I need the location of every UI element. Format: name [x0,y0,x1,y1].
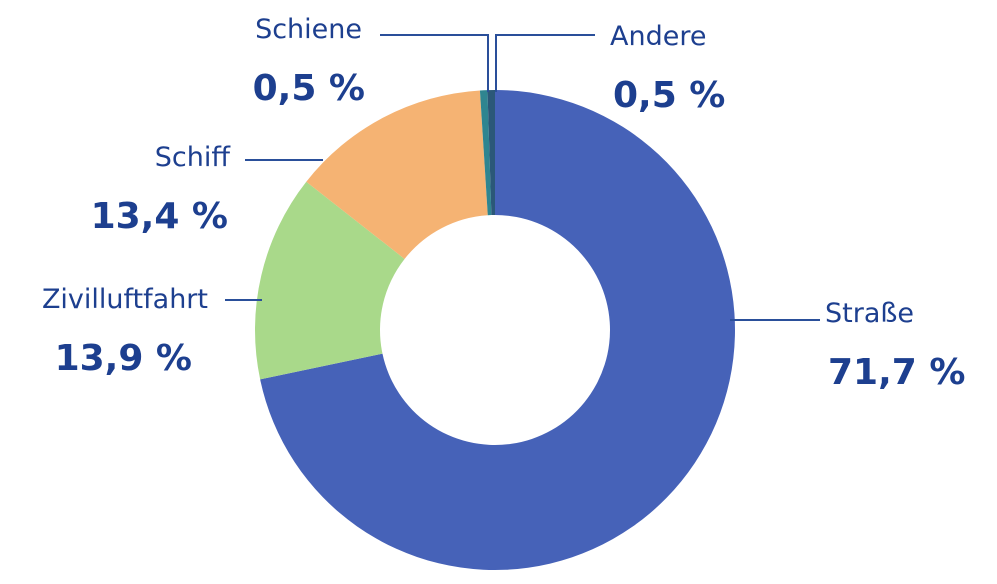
donut [255,90,735,570]
segment-name: Schiene [255,14,362,45]
leader-line [495,34,595,92]
segment-value-label: 13,4 % [91,196,228,237]
donut-segment [487,90,495,216]
segment-value-label: 13,9 % [55,338,192,379]
segment-value-label: 0,5 % [613,75,725,116]
segment-value-label: 71,7 % [828,352,965,393]
donut-segment [306,90,488,259]
donut-segment [479,90,492,216]
segment-name: Schiff [155,142,232,173]
segment-name: Straße [825,298,914,329]
donut-segment [255,181,405,380]
segment-value-label: 0,5 % [253,68,365,109]
donut-segment [260,90,735,570]
segment-name: Zivilluftfahrt [42,284,208,315]
leader-lines [225,34,820,321]
leader-line [380,34,489,92]
segment-name: Andere [610,21,706,52]
